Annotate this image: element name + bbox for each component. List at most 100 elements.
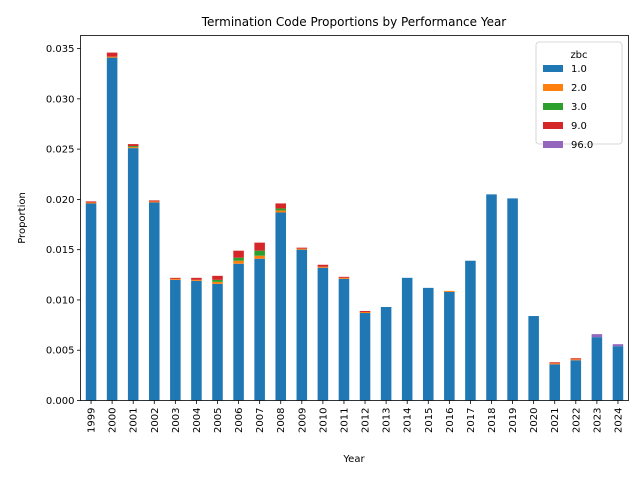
x-tick-label: 2015 [424, 408, 435, 433]
bar-2008-zbc-1.0 [275, 212, 286, 401]
bar-2010-zbc-9.0 [317, 264, 329, 267]
bar-2011-zbc-9.0 [338, 276, 350, 278]
x-tick-label: 2005 [213, 408, 224, 433]
bar-2005-zbc-2.0 [212, 281, 223, 284]
bar-2004-zbc-9.0 [191, 277, 202, 280]
bar-2016-zbc-1.0 [444, 291, 455, 401]
legend-label-1.0: 1.0 [571, 64, 587, 75]
y-tick-label: 0.000 [46, 396, 75, 407]
bars-layer [85, 52, 624, 401]
y-axis-label: Proportion [17, 192, 28, 244]
legend-swatch-3.0 [543, 103, 563, 110]
bar-2013-zbc-1.0 [380, 306, 392, 401]
bar-2021-zbc-9.0 [549, 362, 560, 364]
bar-1999-zbc-9.0 [85, 201, 97, 203]
bar-2006-zbc-9.0 [233, 250, 244, 258]
bar-2009-zbc-2.0 [296, 248, 308, 250]
bar-2024-zbc-1.0 [612, 346, 624, 401]
bar-2021-zbc-2.0 [549, 363, 560, 365]
bar-2015-zbc-1.0 [423, 287, 434, 401]
bar-2016-zbc-2.0 [444, 290, 455, 292]
y-tick-label: 0.035 [46, 44, 75, 55]
x-tick-label: 2020 [529, 408, 540, 433]
y-tick-label: 0.030 [46, 94, 75, 105]
legend-label-3.0: 3.0 [571, 102, 587, 113]
bar-2006-zbc-3.0 [233, 257, 244, 261]
bar-2010-zbc-1.0 [317, 267, 329, 401]
bar-2008-zbc-3.0 [275, 208, 286, 211]
bar-2003-zbc-2.0 [170, 278, 181, 280]
bar-2021-zbc-1.0 [549, 364, 560, 401]
bar-2002-zbc-2.0 [149, 201, 160, 203]
x-tick-label: 2018 [487, 408, 498, 433]
legend-swatch-2.0 [543, 84, 563, 91]
x-axis-label: Year [342, 454, 365, 465]
bar-2007-zbc-3.0 [254, 250, 265, 256]
bar-2014-zbc-1.0 [401, 277, 413, 401]
legend-label-9.0: 9.0 [571, 121, 587, 132]
x-tick-label: 2000 [108, 408, 119, 433]
x-tick-label: 2007 [255, 408, 266, 433]
bar-2004-zbc-1.0 [191, 280, 202, 401]
bar-2005-zbc-1.0 [212, 283, 223, 401]
bar-2000-zbc-1.0 [106, 57, 118, 401]
bar-2012-zbc-9.0 [359, 311, 371, 313]
x-tick-label: 2002 [150, 408, 161, 433]
bar-2006-zbc-2.0 [233, 260, 244, 264]
bar-2023-zbc-96.0 [591, 334, 603, 338]
x-tick-label: 2021 [550, 408, 561, 433]
bar-1999-zbc-2.0 [85, 202, 97, 204]
bar-2007-zbc-9.0 [254, 242, 265, 251]
y-tick-label: 0.015 [46, 245, 75, 256]
bar-2024-zbc-96.0 [612, 344, 624, 347]
x-tick-label: 2001 [129, 408, 140, 433]
bar-2001-zbc-1.0 [127, 148, 139, 401]
bar-2010-zbc-2.0 [317, 266, 329, 268]
legend-label-96.0: 96.0 [571, 140, 593, 151]
bar-2004-zbc-2.0 [191, 279, 202, 281]
x-tick-label: 2011 [339, 408, 350, 433]
bar-2003-zbc-9.0 [170, 277, 181, 279]
bar-2020-zbc-1.0 [528, 316, 539, 401]
bar-2012-zbc-1.0 [359, 313, 371, 401]
y-axis: 0.000 0.005 0.010 0.015 0.020 0.025 0.030 0.035 [46, 44, 81, 407]
chart-title: Termination Code Proportions by Performa… [201, 15, 507, 29]
x-tick-label: 2013 [382, 408, 393, 433]
plot-area-frame [80, 35, 629, 401]
bar-2001-zbc-2.0 [127, 147, 139, 149]
x-tick-label: 2009 [297, 408, 308, 433]
bar-2008-zbc-9.0 [275, 203, 286, 209]
legend-swatch-96.0 [543, 141, 563, 148]
bar-2017-zbc-1.0 [465, 260, 476, 401]
x-tick-label: 2008 [276, 408, 287, 433]
x-tick-label: 2017 [466, 408, 477, 433]
legend-entries: 1.0 2.0 3.0 9.0 96.0 [543, 64, 593, 151]
y-tick-label: 0.025 [46, 145, 75, 156]
x-tick-label: 2006 [234, 408, 245, 433]
y-tick-label: 0.005 [46, 346, 75, 357]
x-tick-label: 2024 [613, 408, 624, 433]
bar-2022-zbc-1.0 [570, 360, 582, 401]
bar-2009-zbc-1.0 [296, 249, 308, 401]
bar-2000-zbc-2.0 [106, 56, 118, 58]
legend-swatch-1.0 [543, 65, 563, 72]
x-tick-label: 2003 [171, 408, 182, 433]
x-tick-label: 2004 [192, 408, 203, 433]
bar-2022-zbc-2.0 [570, 359, 582, 361]
bar-2019-zbc-1.0 [507, 198, 518, 401]
x-axis: 1999 2000 2001 2002 2003 2004 2005 2006 2007 2008… [87, 400, 624, 433]
bar-2002-zbc-9.0 [149, 200, 160, 202]
x-tick-label: 2019 [508, 408, 519, 433]
x-tick-label: 2012 [361, 408, 372, 433]
bar-2022-zbc-9.0 [570, 358, 582, 360]
bar-2003-zbc-1.0 [170, 279, 181, 401]
x-tick-label: 2022 [571, 408, 582, 433]
y-tick-label: 0.010 [46, 295, 75, 306]
x-tick-label: 2014 [403, 408, 414, 433]
bar-2005-zbc-9.0 [212, 275, 223, 280]
legend-swatch-9.0 [543, 122, 563, 129]
bar-2018-zbc-1.0 [486, 194, 497, 401]
bar-2007-zbc-2.0 [254, 255, 265, 259]
bar-2008-zbc-2.0 [275, 210, 286, 213]
